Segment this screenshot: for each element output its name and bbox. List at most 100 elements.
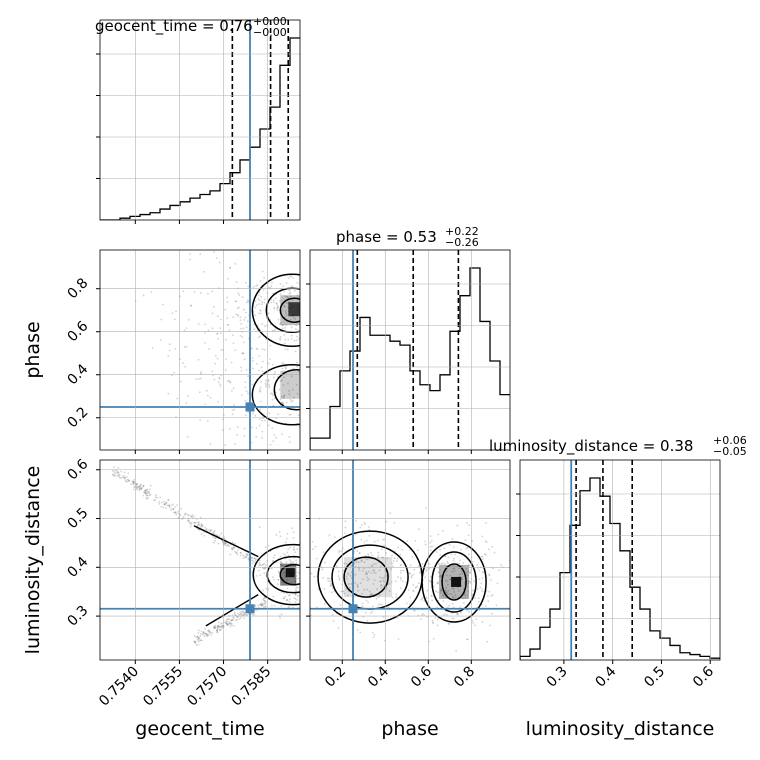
sample-point (285, 599, 288, 602)
sample-point (158, 500, 161, 503)
ylabel-luminosity-distance: luminosity_distance (22, 466, 44, 655)
sample-point (439, 568, 441, 571)
sample-point (114, 472, 116, 475)
sample-point (260, 604, 263, 607)
sample-point (291, 562, 294, 565)
sample-point (139, 484, 142, 486)
sample-point (235, 281, 238, 283)
sample-point (168, 504, 171, 507)
sample-point (282, 362, 285, 364)
sample-point (220, 471, 222, 473)
sample-point (164, 503, 166, 505)
sample-point (262, 589, 265, 592)
sample-point (232, 342, 235, 345)
sample-point (287, 605, 290, 608)
sample-point (132, 483, 135, 486)
sample-point (301, 303, 303, 305)
sample-point (489, 578, 492, 581)
sample-point (221, 626, 223, 629)
sample-point (318, 349, 320, 351)
sample-point (440, 563, 443, 565)
sample-point (321, 568, 324, 571)
sample-point (136, 486, 139, 489)
sample-point (345, 588, 348, 591)
sample-point (284, 367, 287, 370)
sample-point (373, 540, 376, 543)
sample-point (214, 362, 217, 365)
sample-point (296, 282, 299, 284)
sample-point (138, 489, 141, 492)
sample-point (436, 624, 439, 627)
sample-point (124, 479, 127, 481)
sample-point (194, 521, 197, 524)
sample-point (390, 554, 393, 557)
sample-point (344, 526, 347, 529)
sample-point (217, 337, 219, 340)
sample-point (330, 335, 332, 337)
sample-point (407, 589, 410, 591)
sample-point (279, 323, 281, 326)
sample-point (307, 351, 309, 353)
sample-point (236, 433, 239, 436)
sample-point (111, 469, 114, 472)
sample-point (171, 508, 174, 510)
sample-point (379, 580, 382, 583)
sample-point (451, 602, 454, 605)
sample-point (437, 581, 439, 584)
sample-point (360, 538, 363, 541)
sample-point (247, 553, 249, 556)
sample-point (485, 541, 488, 543)
sample-point (323, 313, 325, 315)
sample-point (324, 323, 326, 325)
sample-point (223, 537, 226, 540)
sample-point (207, 634, 210, 636)
sample-point (278, 455, 280, 457)
sample-point (283, 334, 286, 336)
sample-point (395, 593, 398, 596)
sample-point (304, 561, 306, 563)
sample-point (284, 595, 287, 598)
x-tick-label-phase: 0.2 (322, 664, 349, 691)
sample-point (311, 420, 313, 422)
sample-point (186, 520, 189, 523)
sample-point (207, 630, 209, 632)
sample-point (301, 560, 303, 562)
sample-point (165, 507, 167, 509)
sample-point (318, 303, 320, 305)
sample-point (328, 391, 330, 393)
sample-point (413, 609, 416, 612)
sample-point (329, 580, 331, 583)
sample-point (267, 383, 270, 386)
sample-point (140, 487, 142, 490)
sample-point (489, 624, 492, 627)
sample-point (333, 316, 335, 318)
sample-point (307, 389, 309, 391)
sample-point (380, 548, 383, 551)
sample-point (306, 301, 308, 303)
sample-point (434, 616, 437, 619)
sample-point (304, 309, 306, 311)
sample-point (238, 618, 241, 620)
sample-point (240, 366, 242, 369)
x-tick-label-geocent-time: 0.7540 (96, 664, 142, 710)
sample-point (443, 563, 446, 565)
sample-point (187, 514, 189, 516)
sample-point (208, 348, 211, 350)
sample-point (172, 508, 175, 511)
sample-point (136, 485, 139, 488)
title-geocent-time-minus: −0.00 (253, 26, 287, 39)
sample-point (397, 638, 400, 640)
sample-point (272, 394, 275, 397)
sample-point (234, 619, 237, 622)
sample-point (334, 370, 336, 372)
sample-point (250, 426, 253, 429)
sample-point (367, 601, 370, 604)
sample-point (331, 591, 334, 594)
sample-point (298, 337, 300, 340)
panel-border (99, 19, 301, 221)
sample-point (368, 534, 371, 537)
sample-point (304, 313, 306, 315)
sample-point (282, 402, 285, 405)
sample-point (255, 304, 258, 307)
sample-point (232, 617, 235, 620)
